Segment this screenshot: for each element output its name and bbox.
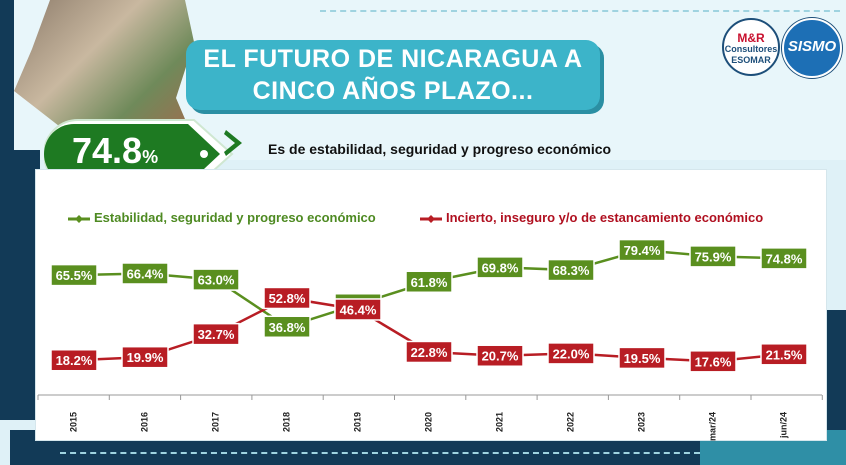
legend-marker-red-icon xyxy=(420,214,442,223)
x-tick-label: jun/24 xyxy=(778,412,788,439)
data-label: 19.9% xyxy=(127,350,164,365)
data-label-box xyxy=(689,350,737,373)
data-point-0-6: 69.8% xyxy=(476,256,524,279)
data-label-box xyxy=(476,256,524,279)
logo-mr-top: M&R xyxy=(737,31,765,45)
data-label-box xyxy=(760,343,808,366)
data-label: 52.8% xyxy=(269,291,306,306)
x-tick-label: 2018 xyxy=(281,412,291,432)
data-point-0-1: 66.4% xyxy=(121,262,169,285)
data-label-box xyxy=(405,340,453,364)
x-tick-label: 2022 xyxy=(565,412,575,432)
data-label-box xyxy=(405,270,453,294)
x-tick-label: 2016 xyxy=(139,412,149,432)
data-point-1-6: 20.7% xyxy=(476,344,524,367)
chevron-right-icon xyxy=(224,130,242,156)
data-label-box xyxy=(618,346,666,370)
legend-item-green: Estabilidad, seguridad y progreso económ… xyxy=(68,210,376,225)
data-label-box xyxy=(192,268,240,291)
data-label-box xyxy=(192,322,240,346)
data-point-1-4: 46.4% xyxy=(334,298,382,321)
data-label-box xyxy=(50,348,98,372)
legend-label-red: Incierto, inseguro y/o de estancamiento … xyxy=(446,210,764,225)
data-point-0-0: 65.5% xyxy=(50,263,98,287)
data-point-1-8: 19.5% xyxy=(618,346,666,370)
data-label-box xyxy=(121,262,169,285)
data-point-1-10: 21.5% xyxy=(760,343,808,366)
x-tick-label: 2021 xyxy=(494,412,504,432)
x-tick-label: 2017 xyxy=(210,412,220,432)
highlight-unit: % xyxy=(142,147,159,167)
bottom-dashed-line xyxy=(60,452,700,454)
data-label: 20.7% xyxy=(482,349,519,364)
x-tick-label: 2023 xyxy=(636,412,646,432)
data-point-1-2: 32.7% xyxy=(192,322,240,346)
data-label: 68.3% xyxy=(553,263,590,278)
legend-label-green: Estabilidad, seguridad y progreso económ… xyxy=(94,210,376,225)
data-label-box xyxy=(263,286,311,310)
data-point-1-0: 18.2% xyxy=(50,348,98,372)
highlight-description: Es de estabilidad, seguridad y progreso … xyxy=(268,141,612,157)
data-label-box xyxy=(121,345,169,369)
left-accent-bar xyxy=(0,0,14,150)
data-point-1-9: 17.6% xyxy=(689,350,737,373)
data-label-box xyxy=(760,247,808,270)
highlight-value: 74.8% xyxy=(72,130,158,172)
data-point-0-5: 61.8% xyxy=(405,270,453,294)
highlight-number: 74.8 xyxy=(72,130,143,171)
data-point-1-3: 52.8% xyxy=(263,286,311,310)
data-label: 61.8% xyxy=(411,275,448,290)
data-point-0-10: 74.8% xyxy=(760,247,808,270)
x-tick-label: 2019 xyxy=(352,412,362,432)
top-dashed-line xyxy=(320,10,840,12)
data-label-box xyxy=(547,342,595,365)
legend-marker-green-icon xyxy=(68,214,90,223)
data-label-box xyxy=(334,298,382,321)
data-label-box xyxy=(618,238,666,262)
data-label: 21.5% xyxy=(766,347,803,362)
data-label-box xyxy=(263,315,311,339)
data-label: 17.6% xyxy=(695,354,732,369)
data-label: 32.7% xyxy=(198,327,235,342)
data-label: 46.4% xyxy=(340,302,377,317)
title-banner: EL FUTURO DE NICARAGUA A CINCO AÑOS PLAZ… xyxy=(186,40,600,110)
data-point-0-3: 36.8% xyxy=(263,315,311,339)
data-label: 22.0% xyxy=(553,346,590,361)
x-tick-label: 2015 xyxy=(68,412,78,432)
mr-consultores-logo: M&R Consultores ESOMAR xyxy=(722,18,780,76)
data-label: 66.4% xyxy=(127,266,164,281)
data-label-box xyxy=(476,344,524,367)
data-point-1-5: 22.8% xyxy=(405,340,453,364)
x-tick-label: 2020 xyxy=(423,412,433,432)
data-point-0-2: 63.0% xyxy=(192,268,240,291)
data-label: 75.9% xyxy=(695,249,732,264)
data-label: 36.8% xyxy=(269,320,306,335)
data-label: 63.0% xyxy=(198,273,235,288)
legend-item-red: Incierto, inseguro y/o de estancamiento … xyxy=(420,210,763,225)
title-line-1: EL FUTURO DE NICARAGUA A xyxy=(203,45,583,73)
data-point-0-7: 68.3% xyxy=(547,258,595,282)
sismo-logo: SISMO xyxy=(782,18,842,78)
data-label: 69.8% xyxy=(482,260,519,275)
data-point-0-8: 79.4% xyxy=(618,238,666,262)
logo-mr-bottom: ESOMAR xyxy=(731,55,771,65)
data-point-0-9: 75.9% xyxy=(689,245,737,268)
title-line-2: CINCO AÑOS PLAZO... xyxy=(252,77,534,105)
data-label: 18.2% xyxy=(56,353,93,368)
logo-mr-mid: Consultores xyxy=(724,44,778,54)
data-label: 19.5% xyxy=(624,351,661,366)
left-navy-block xyxy=(0,150,40,420)
data-label-box xyxy=(689,245,737,268)
data-point-1-7: 22.0% xyxy=(547,342,595,365)
data-label: 79.4% xyxy=(624,243,661,258)
data-label: 65.5% xyxy=(56,268,93,283)
logo-sismo-text: SISMO xyxy=(787,38,837,55)
data-point-1-1: 19.9% xyxy=(121,345,169,369)
data-label-box xyxy=(547,258,595,282)
data-label: 22.8% xyxy=(411,345,448,360)
data-label-box xyxy=(50,263,98,287)
data-label: 74.8% xyxy=(766,251,803,266)
x-tick-label: mar/24 xyxy=(707,412,717,441)
